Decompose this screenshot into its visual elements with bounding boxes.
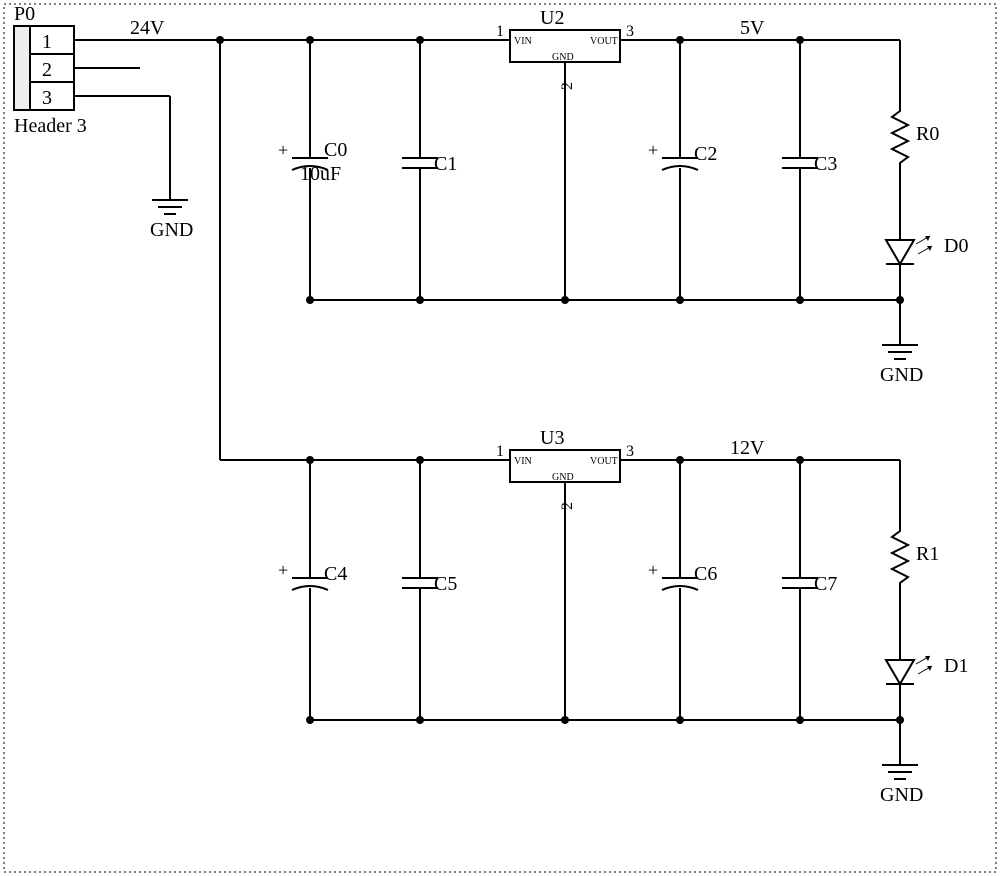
regulator-u3: U3 VIN VOUT GND 1 3 2	[496, 427, 634, 720]
net-24v-label: 24V	[130, 17, 165, 39]
c0-val: 10uF	[300, 163, 341, 185]
cap-c1	[402, 140, 438, 186]
u2-ref: U2	[540, 7, 564, 29]
c7-ref: C7	[814, 573, 837, 595]
u2-pin1: 1	[496, 23, 504, 40]
u3-vout: VOUT	[590, 456, 618, 467]
c0-ref: C0	[324, 139, 347, 161]
cap-c5	[402, 560, 438, 606]
u2-pin3: 3	[626, 23, 634, 40]
gnd-symbol-header	[152, 190, 188, 214]
p0-pin3-gnd	[100, 96, 170, 190]
c4-ref: C4	[324, 563, 347, 585]
c2-ref: C2	[694, 143, 717, 165]
u3-vin: VIN	[514, 456, 532, 467]
u3-ref: U3	[540, 427, 564, 449]
gnd-symbol-d1	[882, 755, 918, 779]
d0-ref: D0	[944, 235, 968, 257]
p0-pin3: 3	[42, 87, 52, 109]
cap-c3	[782, 140, 818, 186]
u2-gnd: GND	[552, 52, 574, 63]
page-border	[4, 4, 996, 872]
cap-c2	[648, 140, 698, 186]
header-p0: P0 1 2 3 Header 3	[14, 3, 140, 137]
schematic-canvas: P0 1 2 3 Header 3 24V U2 VIN VOUT GND 1 …	[0, 0, 1000, 876]
c3-ref: C3	[814, 153, 837, 175]
p0-ref: P0	[14, 3, 35, 25]
c1-ref: C1	[434, 153, 457, 175]
u2-vin: VIN	[514, 36, 532, 47]
u2-vout: VOUT	[590, 36, 618, 47]
p0-pin2: 2	[42, 59, 52, 81]
r0-ref: R0	[916, 123, 939, 145]
led-d1	[886, 650, 932, 700]
u3-pin3: 3	[626, 443, 634, 460]
led-d0	[886, 230, 932, 280]
c5-ref: C5	[434, 573, 457, 595]
cap-c4	[278, 560, 328, 606]
gnd-label-d0: GND	[880, 364, 923, 386]
u3-pin1: 1	[496, 443, 504, 460]
p0-pin1: 1	[42, 31, 52, 53]
res-r0	[892, 105, 908, 165]
d1-ref: D1	[944, 655, 968, 677]
u3-pin2: 2	[559, 502, 576, 510]
u3-gnd: GND	[552, 472, 574, 483]
c6-ref: C6	[694, 563, 717, 585]
net-5v-label: 5V	[740, 17, 765, 39]
r1-ref: R1	[916, 543, 939, 565]
p0-footprint: Header 3	[14, 115, 87, 137]
gnd-symbol-d0	[882, 335, 918, 359]
cap-c7	[782, 560, 818, 606]
gnd-label-header: GND	[150, 219, 193, 241]
u2-pin2: 2	[559, 82, 576, 90]
regulator-u2: U2 VIN VOUT GND 1 3 2	[496, 7, 634, 300]
gnd-label-d1: GND	[880, 784, 923, 806]
net-12v-label: 12V	[730, 437, 765, 459]
cap-c6	[648, 560, 698, 606]
res-r1	[892, 525, 908, 585]
